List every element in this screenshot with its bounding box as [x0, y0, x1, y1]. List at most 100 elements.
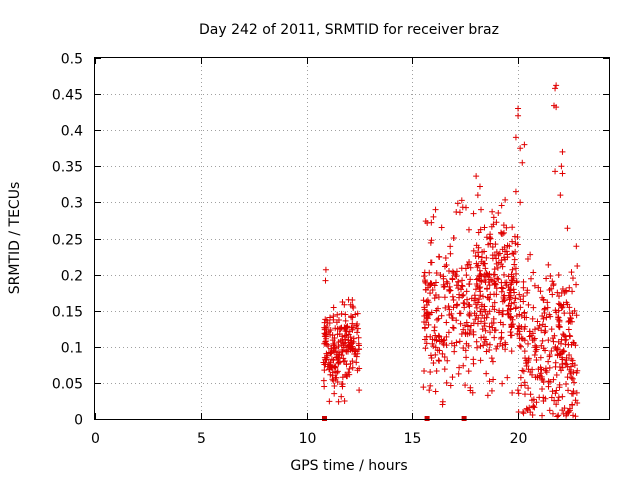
data-point [527, 251, 534, 258]
data-point [558, 163, 565, 170]
data-point [472, 286, 479, 293]
data-point [467, 276, 474, 283]
data-point [455, 285, 462, 292]
axis-ticks [95, 58, 609, 420]
data-point [553, 82, 560, 89]
y-tick-label: 0.3 [61, 196, 83, 212]
data-point [505, 310, 512, 317]
data-point [525, 355, 532, 362]
data-point [333, 345, 340, 352]
data-point [333, 319, 340, 326]
data-point [489, 208, 496, 215]
data-point [524, 287, 531, 294]
data-point [322, 277, 329, 284]
data-point [524, 256, 531, 263]
data-point [499, 311, 506, 318]
data-point [446, 311, 453, 318]
data-point [505, 311, 512, 318]
data-point [474, 192, 481, 199]
data-point [477, 271, 484, 278]
data-point [537, 364, 544, 371]
data-point [509, 389, 516, 396]
data-point [329, 332, 336, 339]
data-point [341, 397, 348, 404]
data-point [463, 354, 470, 361]
data-point [550, 338, 557, 345]
data-point [545, 383, 552, 390]
data-point [515, 112, 522, 119]
data-point [501, 297, 508, 304]
data-point [435, 315, 442, 322]
data-point [508, 324, 515, 331]
data-point [486, 341, 493, 348]
data-point [529, 412, 536, 419]
data-point [332, 374, 339, 381]
data-point [327, 362, 334, 369]
data-point [477, 308, 484, 315]
data-point [570, 412, 577, 419]
data-point [434, 305, 441, 312]
data-point [546, 351, 553, 358]
data-point [445, 329, 452, 336]
data-point [424, 315, 431, 322]
data-point [491, 291, 498, 298]
data-point [531, 351, 538, 358]
data-point [511, 299, 518, 306]
data-point [493, 285, 500, 292]
data-point [443, 379, 450, 386]
data-point [565, 408, 572, 415]
data-point [352, 311, 359, 318]
x-tick-label: 20 [510, 431, 528, 447]
data-point [556, 363, 563, 370]
data-point [435, 294, 442, 301]
data-point [512, 134, 519, 141]
data-point [546, 311, 553, 318]
data-point [512, 240, 519, 247]
data-point [449, 324, 456, 331]
data-point [502, 248, 509, 255]
data-point [340, 358, 347, 365]
data-point [473, 304, 480, 311]
data-point [486, 308, 493, 315]
data-point [339, 333, 346, 340]
data-point [427, 290, 434, 297]
data-point [539, 386, 546, 393]
data-point [532, 344, 539, 351]
data-point [342, 325, 349, 332]
data-point [552, 168, 559, 175]
data-point [553, 104, 560, 111]
data-point [428, 309, 435, 316]
data-point [527, 391, 534, 398]
data-point [556, 318, 563, 325]
data-point [434, 347, 441, 354]
data-point [427, 368, 434, 375]
data-point [427, 259, 434, 266]
data-point [464, 296, 471, 303]
data-point [450, 304, 457, 311]
data-point [560, 331, 567, 338]
data-point [477, 343, 484, 350]
data-point [563, 354, 570, 361]
baseline-mark [424, 416, 430, 421]
data-point [349, 303, 356, 310]
data-point [425, 321, 432, 328]
data-point [437, 271, 444, 278]
data-point [548, 326, 555, 333]
data-point [549, 278, 556, 285]
data-point [432, 332, 439, 339]
data-point [568, 368, 575, 375]
data-point [476, 267, 483, 274]
data-point [569, 375, 576, 382]
data-point [517, 374, 524, 381]
data-point [555, 300, 562, 307]
data-point [503, 224, 510, 231]
data-point [520, 410, 527, 417]
data-point [451, 348, 458, 355]
data-point [529, 315, 536, 322]
data-point [338, 352, 345, 359]
y-tick-label: 0.25 [52, 233, 83, 249]
data-point [338, 347, 345, 354]
data-point [426, 387, 433, 394]
data-point [438, 224, 445, 231]
data-point [510, 250, 517, 257]
